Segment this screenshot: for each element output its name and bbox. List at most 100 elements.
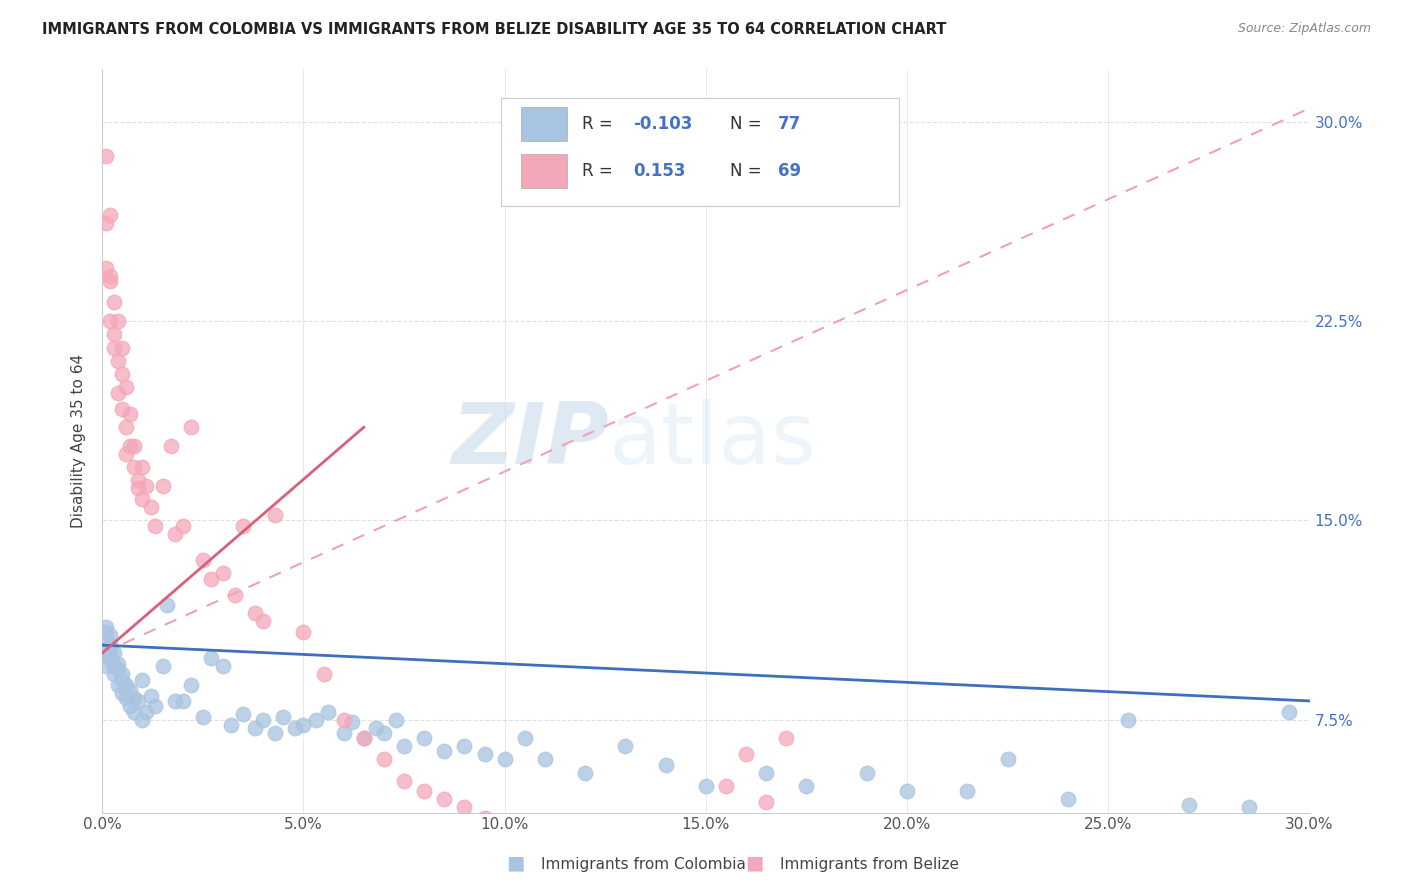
Point — [98, 627, 121, 641]
Point — [135, 479, 157, 493]
Point — [896, 784, 918, 798]
Text: ■: ■ — [506, 854, 524, 872]
Point — [574, 846, 596, 860]
Point — [111, 667, 134, 681]
Point — [111, 341, 134, 355]
Point — [373, 726, 395, 740]
Point — [200, 572, 222, 586]
Point — [139, 689, 162, 703]
Text: R =: R = — [582, 115, 617, 133]
Point — [107, 353, 129, 368]
Point — [172, 518, 194, 533]
Point — [292, 718, 315, 732]
Point — [474, 811, 496, 825]
Point — [212, 659, 235, 673]
Point — [159, 439, 181, 453]
Point — [120, 407, 142, 421]
Point — [107, 385, 129, 400]
Point — [124, 705, 146, 719]
Point — [876, 890, 898, 892]
Point — [1178, 797, 1201, 812]
Point — [98, 208, 121, 222]
Point — [111, 401, 134, 416]
Text: Source: ZipAtlas.com: Source: ZipAtlas.com — [1237, 22, 1371, 36]
Text: R =: R = — [582, 162, 623, 180]
Point — [243, 721, 266, 735]
Point — [413, 731, 436, 746]
Point — [494, 819, 516, 833]
Text: ZIP: ZIP — [451, 399, 609, 482]
Point — [96, 659, 118, 673]
Point — [103, 295, 125, 310]
Point — [513, 827, 536, 841]
Point — [332, 713, 354, 727]
Point — [474, 747, 496, 761]
Point — [755, 765, 778, 780]
Point — [98, 314, 121, 328]
Point — [143, 518, 166, 533]
Point — [1057, 792, 1080, 806]
Point — [131, 491, 153, 506]
Point — [152, 659, 174, 673]
Point — [163, 694, 186, 708]
Point — [191, 553, 214, 567]
Point — [385, 713, 408, 727]
Text: ■: ■ — [745, 854, 763, 872]
Point — [180, 420, 202, 434]
Point — [695, 863, 717, 878]
Point — [131, 460, 153, 475]
Point — [755, 795, 778, 809]
Point — [98, 651, 121, 665]
Point — [103, 659, 125, 673]
Point — [1237, 800, 1260, 814]
Point — [373, 752, 395, 766]
Point — [340, 715, 363, 730]
Point — [332, 726, 354, 740]
Point — [815, 874, 838, 888]
Point — [120, 699, 142, 714]
Point — [163, 526, 186, 541]
Point — [654, 757, 676, 772]
Point — [152, 479, 174, 493]
Point — [364, 721, 387, 735]
Point — [120, 439, 142, 453]
Point — [155, 599, 177, 613]
Point — [513, 731, 536, 746]
Point — [96, 619, 118, 633]
Point — [111, 673, 134, 687]
Point — [835, 880, 858, 892]
Point — [353, 731, 375, 746]
Bar — [522, 107, 567, 141]
Point — [695, 779, 717, 793]
Point — [103, 327, 125, 342]
Point — [654, 858, 676, 872]
Point — [453, 800, 475, 814]
Point — [115, 447, 138, 461]
Point — [115, 678, 138, 692]
Point — [180, 678, 202, 692]
Text: Immigrants from Belize: Immigrants from Belize — [780, 857, 959, 872]
Point — [316, 705, 339, 719]
Point — [856, 765, 879, 780]
Point — [98, 274, 121, 288]
Point — [107, 678, 129, 692]
Point — [284, 721, 307, 735]
Text: -0.103: -0.103 — [634, 115, 693, 133]
Point — [312, 667, 335, 681]
Point — [131, 713, 153, 727]
Point — [98, 268, 121, 283]
Text: N =: N = — [730, 115, 766, 133]
Point — [107, 662, 129, 676]
Text: 0.153: 0.153 — [634, 162, 686, 180]
Point — [252, 614, 274, 628]
Point — [292, 624, 315, 639]
Point — [103, 341, 125, 355]
Point — [107, 657, 129, 671]
Point — [856, 885, 879, 892]
Point — [232, 518, 254, 533]
Point — [243, 606, 266, 620]
Point — [200, 651, 222, 665]
Text: atlas: atlas — [609, 399, 817, 482]
Point — [127, 474, 149, 488]
Point — [219, 718, 242, 732]
